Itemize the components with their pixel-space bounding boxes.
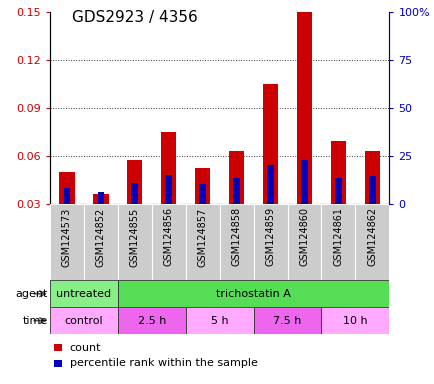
Text: 2.5 h: 2.5 h <box>137 316 166 326</box>
Text: GSM124856: GSM124856 <box>164 207 173 266</box>
Text: control: control <box>65 316 103 326</box>
Bar <box>93 194 108 204</box>
FancyBboxPatch shape <box>253 204 287 280</box>
Text: GSM124860: GSM124860 <box>299 207 309 266</box>
Text: percentile rank within the sample: percentile rank within the sample <box>69 358 257 368</box>
Text: GSM124852: GSM124852 <box>96 207 105 266</box>
Text: time: time <box>23 316 48 326</box>
Bar <box>228 151 244 204</box>
Text: GSM124858: GSM124858 <box>231 207 241 266</box>
Bar <box>334 178 341 204</box>
FancyBboxPatch shape <box>118 204 151 280</box>
Text: count: count <box>69 343 101 353</box>
FancyBboxPatch shape <box>321 307 388 334</box>
FancyBboxPatch shape <box>50 204 84 280</box>
FancyBboxPatch shape <box>219 204 253 280</box>
FancyBboxPatch shape <box>355 204 388 280</box>
FancyBboxPatch shape <box>151 204 185 280</box>
Text: 7.5 h: 7.5 h <box>273 316 301 326</box>
Bar <box>127 161 142 204</box>
Bar <box>233 178 240 204</box>
Bar <box>368 176 375 204</box>
Bar <box>300 161 307 204</box>
Text: GSM124862: GSM124862 <box>367 207 376 266</box>
Bar <box>296 12 312 204</box>
Bar <box>364 151 379 204</box>
FancyBboxPatch shape <box>118 280 388 307</box>
Bar <box>131 183 138 204</box>
FancyBboxPatch shape <box>118 307 185 334</box>
Text: 10 h: 10 h <box>342 316 367 326</box>
Bar <box>161 131 176 204</box>
Bar <box>262 84 278 204</box>
Text: 5 h: 5 h <box>210 316 228 326</box>
Text: GSM124859: GSM124859 <box>265 207 275 266</box>
FancyBboxPatch shape <box>50 307 118 334</box>
Text: agent: agent <box>16 289 48 299</box>
Text: GDS2923 / 4356: GDS2923 / 4356 <box>72 10 197 25</box>
FancyBboxPatch shape <box>287 204 321 280</box>
FancyBboxPatch shape <box>253 307 321 334</box>
FancyBboxPatch shape <box>185 307 253 334</box>
FancyBboxPatch shape <box>185 204 219 280</box>
Text: GSM124855: GSM124855 <box>130 207 139 266</box>
Bar <box>330 141 345 204</box>
Text: GSM124573: GSM124573 <box>62 207 72 266</box>
Text: GSM124857: GSM124857 <box>197 207 207 266</box>
Text: trichostatin A: trichostatin A <box>216 289 290 299</box>
Text: untreated: untreated <box>56 289 111 299</box>
Text: GSM124861: GSM124861 <box>333 207 342 266</box>
FancyBboxPatch shape <box>84 204 118 280</box>
Bar <box>165 175 172 204</box>
Bar <box>59 172 75 204</box>
Bar <box>194 168 210 204</box>
Bar <box>266 165 273 204</box>
Bar <box>199 184 206 204</box>
FancyBboxPatch shape <box>50 280 118 307</box>
Bar <box>97 192 104 204</box>
FancyBboxPatch shape <box>321 204 355 280</box>
Bar <box>63 187 70 204</box>
